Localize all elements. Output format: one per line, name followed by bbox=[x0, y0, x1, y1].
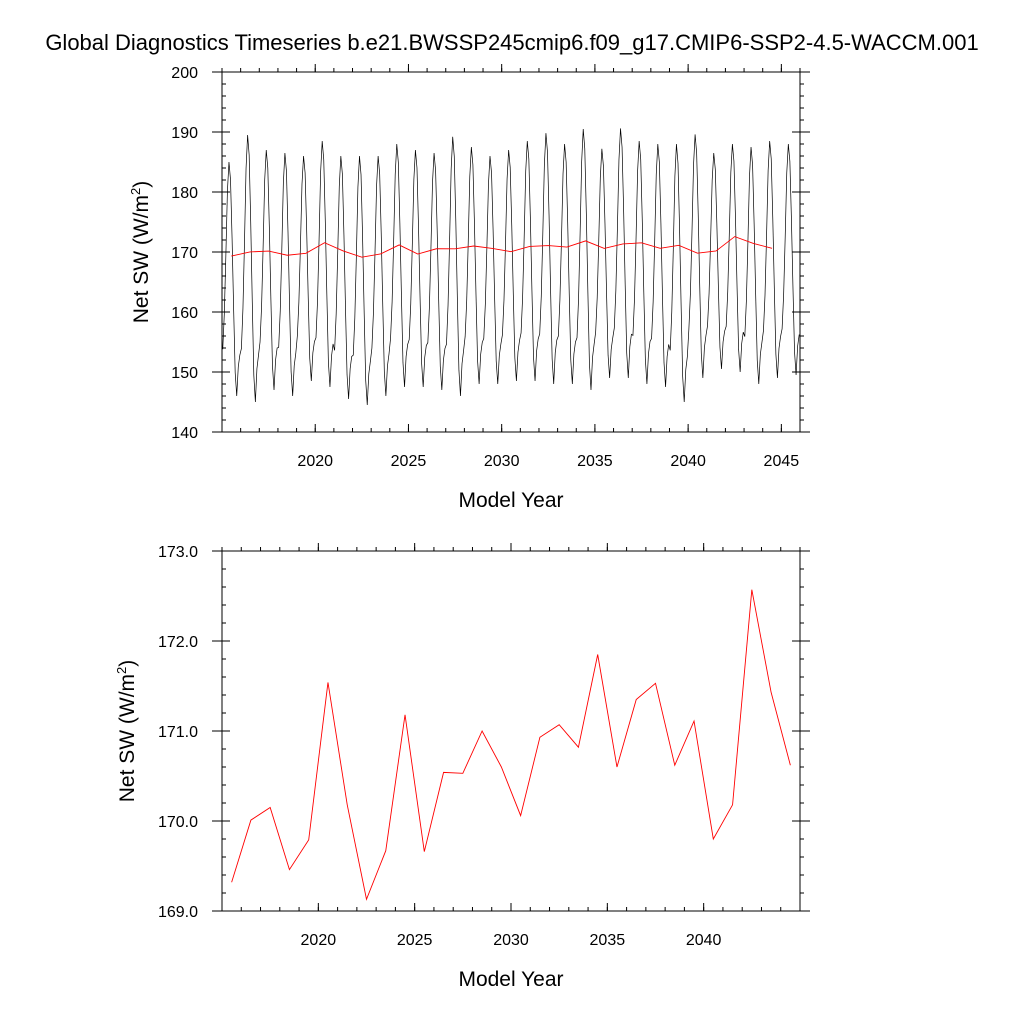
x-tick-label: 2035 bbox=[590, 932, 626, 949]
x-tick-label: 2030 bbox=[484, 453, 520, 470]
y-tick-label: 150 bbox=[171, 365, 198, 382]
y-tick-label: 170 bbox=[171, 245, 198, 262]
x-axis-label: Model Year bbox=[458, 968, 563, 991]
x-tick-label: 2040 bbox=[670, 453, 706, 470]
y-tick-label: 171.0 bbox=[158, 724, 198, 741]
y-tick-label: 169.0 bbox=[158, 904, 198, 921]
y-tick-label: 160 bbox=[171, 305, 198, 322]
x-tick-label: 2040 bbox=[686, 932, 722, 949]
plot-frame bbox=[221, 550, 801, 912]
y-tick-label: 180 bbox=[171, 185, 198, 202]
y-tick-label: 172.0 bbox=[158, 634, 198, 651]
x-tick-label: 2025 bbox=[391, 453, 427, 470]
plot-panel-2: 2020 2025 2030 2035 2040 169.0 170.0 171.0 172.0… bbox=[114, 543, 810, 991]
y-tick-label: 173.0 bbox=[158, 544, 198, 561]
monthly-series-line bbox=[222, 128, 800, 406]
chart-title: Global Diagnostics Timeseries b.e21.BWSS… bbox=[45, 30, 979, 55]
x-tick-label: 2035 bbox=[577, 453, 613, 470]
x-tick-label: 2020 bbox=[301, 932, 337, 949]
annual-mean-line bbox=[231, 236, 773, 258]
annual-mean-line bbox=[231, 589, 791, 901]
plot-panel-1: 2020 2025 2030 2035 2040 2045 140 150 160 170 180 1… bbox=[128, 64, 810, 512]
y-axis-label: Net SW (W/m2) bbox=[114, 660, 139, 803]
y-tick-label: 140 bbox=[171, 425, 198, 442]
y-tick-label: 170.0 bbox=[158, 814, 198, 831]
x-tick-label: 2025 bbox=[397, 932, 433, 949]
y-axis-label: Net SW (W/m2) bbox=[128, 181, 153, 324]
y-tick-label: 200 bbox=[171, 65, 198, 82]
x-tick-label: 2045 bbox=[764, 453, 800, 470]
x-tick-label: 2030 bbox=[493, 932, 529, 949]
x-axis-label: Model Year bbox=[458, 489, 563, 512]
y-tick-label: 190 bbox=[171, 125, 198, 142]
x-tick-label: 2020 bbox=[297, 453, 333, 470]
